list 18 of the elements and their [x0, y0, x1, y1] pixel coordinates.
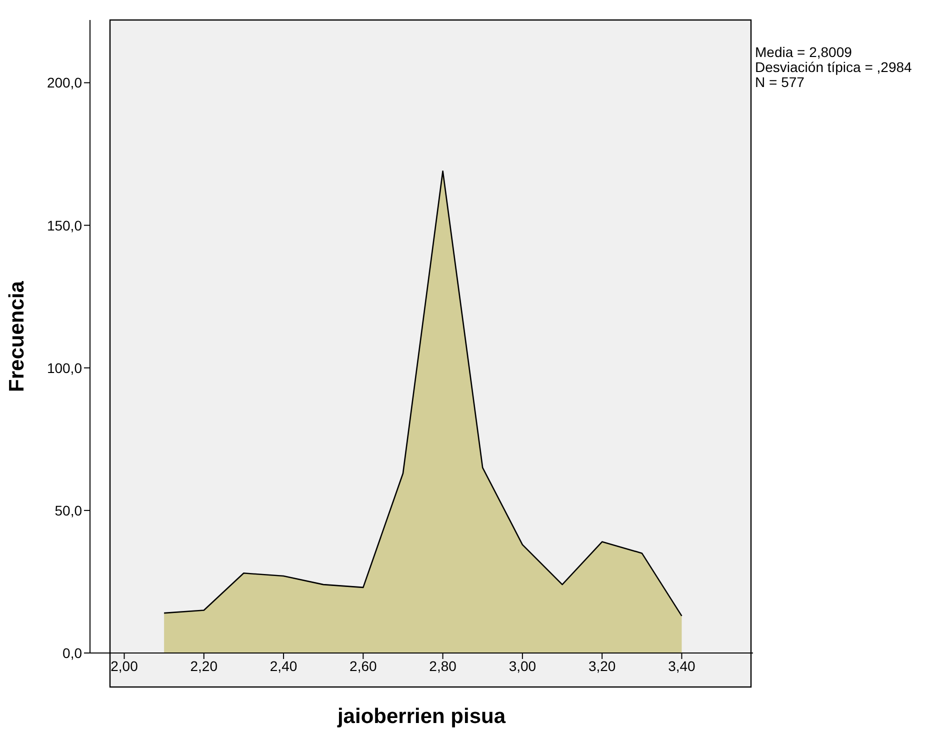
y-tick-label: 50,0: [54, 502, 82, 518]
text: Media = 2,8009: [755, 44, 853, 60]
y-tick-label: 0,0: [62, 644, 82, 661]
x-tick-label: 2,60: [350, 658, 377, 674]
x-tick-label: 2,80: [429, 658, 457, 674]
y-tick-label: 150,0: [46, 217, 82, 234]
y-tick-label: 100,0: [46, 360, 82, 376]
x-axis-title: jaioberrien pisua: [336, 705, 506, 728]
x-tick-label: 2,00: [110, 658, 138, 674]
y-axis-title: Frecuencia: [5, 280, 28, 392]
x-tick-label: 3,00: [508, 658, 536, 674]
x-tick-label: 2,40: [270, 658, 298, 674]
x-tick-label: 3,20: [588, 658, 616, 674]
y-tick-label: 200,0: [46, 74, 82, 91]
text: N = 577: [755, 74, 806, 90]
text: Desviación típica = ,2984: [755, 59, 912, 75]
x-tick-label: 3,40: [668, 658, 696, 674]
x-tick-label: 2,20: [190, 658, 218, 674]
